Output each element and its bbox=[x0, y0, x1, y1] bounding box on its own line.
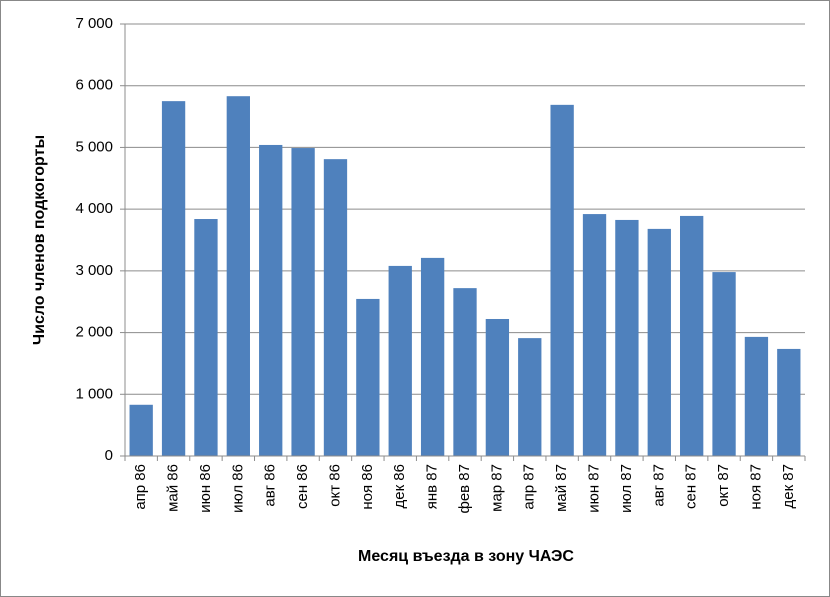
bar bbox=[420, 257, 445, 456]
y-tick-label: 6 000 bbox=[75, 77, 113, 94]
bar bbox=[647, 228, 671, 456]
bar bbox=[291, 148, 315, 456]
bar bbox=[129, 404, 153, 456]
y-tick-label: 4 000 bbox=[75, 200, 113, 217]
bar bbox=[356, 298, 380, 456]
y-tick-label: 0 bbox=[105, 447, 113, 464]
bar bbox=[777, 348, 801, 456]
x-tick-label: май 87 bbox=[553, 464, 570, 512]
x-tick-label: янв 87 bbox=[424, 464, 441, 509]
x-tick-label: июн 86 bbox=[197, 464, 214, 513]
x-tick-label: дек 86 bbox=[391, 464, 408, 509]
bar bbox=[388, 265, 412, 456]
bar bbox=[518, 338, 542, 456]
x-tick-label: ноя 86 bbox=[359, 464, 376, 510]
y-tick-label: 3 000 bbox=[75, 262, 113, 279]
x-tick-label: окт 87 bbox=[715, 464, 732, 507]
x-tick-label: сен 87 bbox=[683, 464, 700, 509]
y-tick-label: 2 000 bbox=[75, 324, 113, 341]
bar bbox=[194, 219, 218, 456]
bar bbox=[680, 215, 704, 456]
x-tick-label: окт 86 bbox=[326, 464, 343, 507]
x-axis-title: Месяц въезда в зону ЧАЭС bbox=[358, 548, 574, 565]
x-tick-label: апр 86 bbox=[132, 464, 149, 510]
bar bbox=[550, 104, 574, 457]
x-tick-label: июл 87 bbox=[618, 464, 635, 513]
bar bbox=[485, 318, 510, 456]
x-tick-label: сен 86 bbox=[294, 464, 311, 509]
bar bbox=[744, 336, 769, 456]
x-tick-label: мар 87 bbox=[488, 464, 505, 512]
bar bbox=[226, 96, 250, 456]
x-tick-label: май 86 bbox=[165, 464, 182, 512]
bar bbox=[323, 159, 348, 456]
x-tick-label: апр 87 bbox=[521, 464, 538, 510]
x-tick-label: июл 86 bbox=[229, 464, 246, 513]
x-tick-label: фев 87 bbox=[456, 464, 473, 514]
x-tick-label: июн 87 bbox=[585, 464, 602, 513]
y-tick-label: 7 000 bbox=[75, 15, 113, 32]
x-tick-label: авг 86 bbox=[262, 464, 279, 507]
y-tick-label: 1 000 bbox=[75, 385, 113, 402]
bar bbox=[615, 219, 639, 456]
bar bbox=[712, 272, 736, 456]
y-axis-title: Число членов подкогорты bbox=[31, 135, 48, 345]
bar bbox=[582, 214, 607, 456]
bar bbox=[453, 288, 477, 456]
y-tick-label: 5 000 bbox=[75, 138, 113, 155]
x-tick-label: ноя 87 bbox=[747, 464, 764, 510]
bar bbox=[259, 144, 283, 456]
x-tick-label: авг 87 bbox=[650, 464, 667, 507]
x-tick-label: дек 87 bbox=[780, 464, 797, 509]
bar bbox=[161, 101, 186, 457]
